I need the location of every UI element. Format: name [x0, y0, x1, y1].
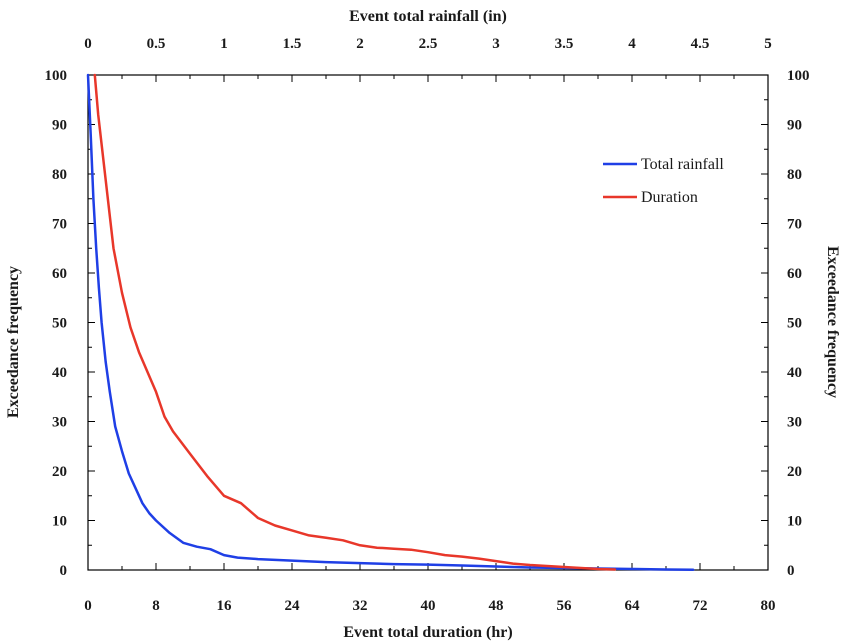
- x-tick-label-top: 5: [764, 36, 772, 52]
- series-line-total-rainfall: [86, 73, 695, 572]
- y-axis-title-left: Exceedance frequency: [5, 266, 22, 418]
- plot-frame: [87, 74, 769, 571]
- x-tick-label-top: 2.5: [419, 36, 438, 52]
- x-tick-label-bottom: 56: [557, 598, 573, 614]
- y-tick-label-left: 40: [52, 365, 67, 381]
- y-tick-label-right: 50: [787, 316, 802, 332]
- y-tick-label-right: 90: [787, 118, 802, 134]
- x-tick-label-bottom: 16: [217, 598, 233, 614]
- x-axis-title-bottom: Event total duration (hr): [343, 624, 512, 641]
- y-tick-label-left: 10: [52, 514, 67, 530]
- x-tick-label-bottom: 8: [152, 598, 160, 614]
- x-tick-label-bottom: 48: [489, 598, 504, 614]
- x-axis-title-top: Event total rainfall (in): [349, 8, 507, 25]
- y-tick-label-right: 70: [787, 217, 802, 233]
- y-tick-label-left: 100: [45, 68, 68, 84]
- x-tick-label-top: 2: [356, 36, 364, 52]
- x-tick-label-top: 4: [628, 36, 636, 52]
- y-tick-label-left: 70: [52, 217, 67, 233]
- legend-label-total-rainfall: Total rainfall: [641, 156, 724, 173]
- y-axis-title-right: Exceedance frequency: [824, 246, 841, 398]
- y-tick-label-left: 60: [52, 266, 67, 282]
- y-tick-label-left: 30: [52, 415, 67, 431]
- x-tick-label-top: 0.5: [147, 36, 166, 52]
- x-tick-label-bottom: 64: [625, 598, 641, 614]
- legend-label-duration: Duration: [641, 189, 698, 206]
- y-tick-label-right: 80: [787, 167, 802, 183]
- y-tick-label-right: 60: [787, 266, 802, 282]
- x-tick-label-bottom: 80: [761, 598, 776, 614]
- x-tick-label-bottom: 24: [285, 598, 301, 614]
- y-tick-label-left: 0: [60, 563, 68, 579]
- x-tick-label-top: 3.5: [555, 36, 574, 52]
- ticks-layer: 0 8 16 24 32 40 48 56 64 72 80 0 0.5 1 1.5 2 2.5 3 3.5 4 4.5…: [45, 36, 810, 614]
- y-tick-label-right: 40: [787, 365, 802, 381]
- x-tick-label-top: 1: [220, 36, 228, 52]
- x-tick-label-top: 3: [492, 36, 500, 52]
- x-tick-label-bottom: 0: [84, 598, 92, 614]
- y-tick-label-left: 20: [52, 464, 67, 480]
- x-tick-label-bottom: 72: [693, 598, 708, 614]
- x-tick-label-bottom: 32: [353, 598, 368, 614]
- y-tick-label-right: 100: [787, 68, 810, 84]
- series-layer: [86, 73, 695, 572]
- x-tick-label-bottom: 40: [421, 598, 436, 614]
- y-tick-label-right: 10: [787, 514, 802, 530]
- y-tick-label-right: 30: [787, 415, 802, 431]
- series-line-duration: [93, 73, 617, 571]
- x-tick-label-top: 4.5: [691, 36, 710, 52]
- x-tick-label-top: 1.5: [283, 36, 302, 52]
- x-tick-label-top: 0: [84, 36, 92, 52]
- y-tick-label-left: 90: [52, 118, 67, 134]
- y-tick-label-right: 20: [787, 464, 802, 480]
- y-tick-label-left: 50: [52, 316, 67, 332]
- y-tick-label-right: 0: [787, 563, 795, 579]
- legend: Total rainfall Duration: [603, 156, 724, 206]
- y-tick-label-left: 80: [52, 167, 67, 183]
